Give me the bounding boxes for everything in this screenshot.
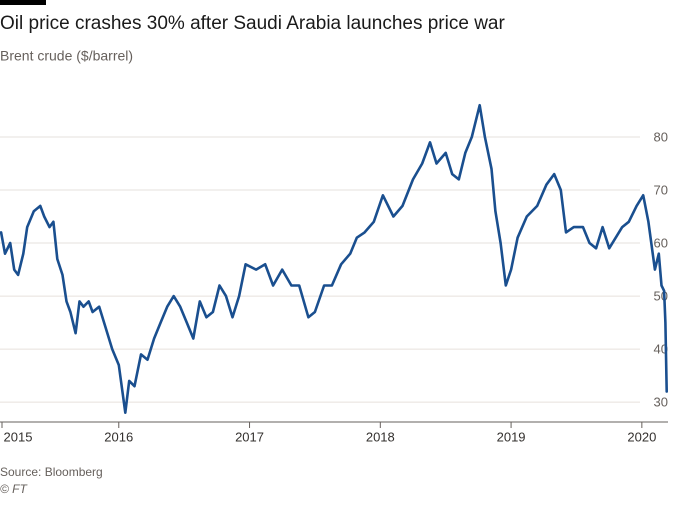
chart-title: Oil price crashes 30% after Saudi Arabia… xyxy=(0,13,505,34)
y-tick-label: 40 xyxy=(654,342,668,357)
x-tick-label: 2019 xyxy=(497,429,526,444)
line-series xyxy=(0,103,668,414)
y-tick-label: 70 xyxy=(654,182,668,197)
chart-subtitle: Brent crude ($/barrel) xyxy=(0,48,133,64)
y-tick-label: 80 xyxy=(654,129,668,144)
x-tick-label: 2016 xyxy=(104,429,133,444)
credit: © FT xyxy=(0,482,29,496)
grid: 30 40 50 60 70 80 2015 2016 2017 2018 2019 2020 xyxy=(0,129,668,444)
source: Source: Bloomberg xyxy=(0,465,103,479)
y-tick-label: 50 xyxy=(654,289,668,304)
y-tick-label: 60 xyxy=(654,235,668,250)
plot xyxy=(0,103,668,414)
x-tick-label: 2018 xyxy=(366,429,395,444)
brand-bar xyxy=(0,0,46,5)
y-tick-label: 30 xyxy=(654,395,668,410)
x-tick-label: 2015 xyxy=(4,429,33,444)
x-tick-label: 2020 xyxy=(627,429,656,444)
x-tick-label: 2017 xyxy=(235,429,264,444)
